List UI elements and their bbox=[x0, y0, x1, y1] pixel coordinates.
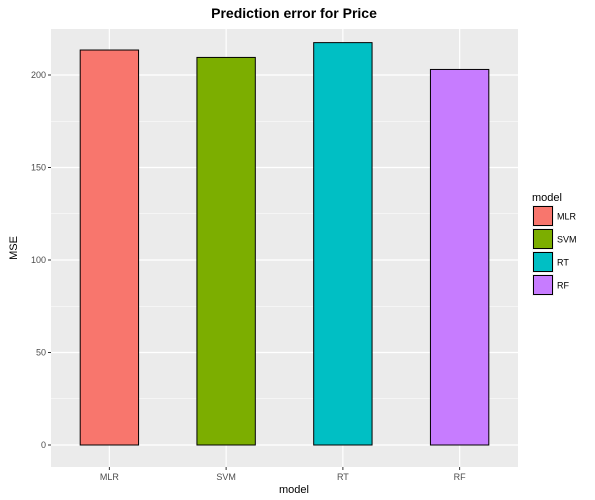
x-axis-title: model bbox=[279, 484, 309, 496]
chart-title: Prediction error for Price bbox=[211, 5, 377, 21]
x-tick-label: SVM bbox=[216, 472, 236, 482]
legend-title: model bbox=[532, 192, 562, 204]
x-axis: MLR SVM RT RF bbox=[100, 467, 466, 482]
legend-item-svm: SVM bbox=[532, 228, 577, 250]
bar-svm bbox=[196, 56, 256, 446]
bars bbox=[79, 42, 490, 446]
legend-swatch bbox=[533, 275, 553, 295]
x-tick-label: RT bbox=[337, 472, 349, 482]
legend-label: MLR bbox=[557, 212, 577, 222]
y-tick-label: 200 bbox=[31, 70, 46, 80]
legend-swatch bbox=[533, 229, 553, 249]
legend-swatch bbox=[533, 252, 553, 272]
bar-rt bbox=[313, 42, 373, 446]
legend-item-mlr: MLR bbox=[532, 205, 577, 227]
y-tick-label: 150 bbox=[31, 163, 46, 173]
bar-mlr bbox=[79, 49, 140, 446]
bar-rf bbox=[429, 68, 490, 446]
legend-swatch bbox=[533, 206, 553, 226]
y-tick-label: 100 bbox=[31, 255, 46, 265]
y-tick-label: 50 bbox=[36, 348, 46, 358]
legend-label: RT bbox=[557, 258, 569, 268]
legend-label: SVM bbox=[557, 235, 577, 245]
legend-items: MLR SVM RT RF bbox=[532, 205, 577, 296]
legend: model MLR SVM RT RF bbox=[532, 192, 577, 296]
legend-label: RF bbox=[557, 281, 569, 291]
y-axis-title: MSE bbox=[8, 236, 20, 260]
legend-item-rt: RT bbox=[532, 251, 569, 273]
y-tick-label: 0 bbox=[41, 440, 46, 450]
x-tick-label: RF bbox=[454, 472, 466, 482]
legend-item-rf: RF bbox=[532, 274, 569, 296]
x-tick-label: MLR bbox=[100, 472, 120, 482]
y-axis: 0 50 100 150 200 bbox=[31, 70, 51, 450]
